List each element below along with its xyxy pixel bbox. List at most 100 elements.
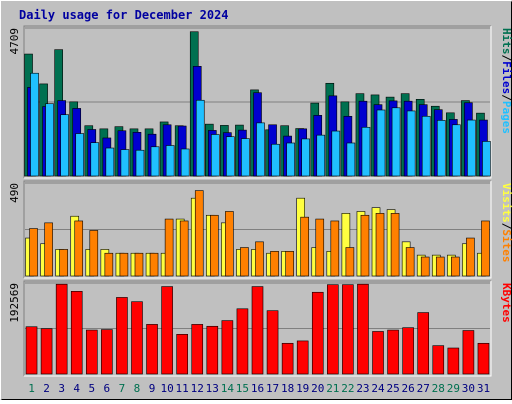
bar-pages-day-10 [165, 145, 175, 177]
bar-pages-day-25 [391, 107, 401, 177]
bar-kbytes-day-11 [176, 334, 188, 375]
bar-sites-day-2 [44, 222, 53, 277]
x-tick-label-18: 18 [281, 382, 294, 395]
legend-label: Visits [500, 183, 512, 223]
panel-border-dark [23, 25, 491, 178]
bar-sites-day-12 [194, 190, 204, 277]
bar-sites-day-14 [225, 211, 234, 277]
bar-kbytes-day-9 [146, 324, 158, 375]
bar-pages-day-3 [60, 114, 69, 177]
series-legend: Hits/Files/Pages [500, 28, 512, 134]
bar-kbytes-day-10 [161, 286, 173, 375]
y-max-label: 490 [8, 183, 21, 203]
x-tick-label-25: 25 [386, 382, 399, 395]
bar-sites-day-8 [134, 252, 144, 277]
bar-kbytes-day-21 [327, 284, 339, 375]
bar-sites-day-30 [466, 237, 475, 277]
bar-sites-day-11 [179, 220, 189, 277]
series-legend: KBytes [500, 283, 512, 323]
bar-kbytes-day-22 [342, 284, 354, 375]
x-tick-label-24: 24 [371, 382, 385, 395]
bar-pages-day-27 [421, 115, 431, 177]
y-max-label: 4709 [8, 28, 21, 55]
bar-kbytes-day-25 [387, 329, 399, 375]
bar-pages-day-11 [180, 148, 190, 177]
bar-pages-day-19 [301, 138, 310, 177]
x-tick-label-2: 2 [43, 382, 50, 395]
x-tick-label-30: 30 [462, 382, 475, 395]
bar-sites-day-3 [59, 249, 68, 277]
bar-kbytes-day-27 [417, 312, 430, 375]
bar-pages-day-22 [346, 142, 356, 177]
bar-sites-day-7 [119, 252, 129, 277]
bar-kbytes-day-5 [85, 329, 98, 375]
bar-sites-day-29 [451, 256, 460, 277]
x-tick-label-8: 8 [134, 382, 141, 395]
bar-sites-day-28 [435, 256, 445, 277]
bar-pages-day-5 [90, 142, 100, 177]
bar-sites-day-19 [300, 216, 309, 277]
bar-kbytes-day-26 [402, 327, 414, 375]
bar-sites-day-17 [270, 251, 279, 277]
bar-pages-day-4 [75, 133, 85, 177]
bar-pages-day-28 [436, 120, 446, 177]
panel-border-dark [23, 280, 491, 376]
bar-kbytes-day-16 [251, 286, 264, 375]
bar-pages-day-31 [482, 141, 491, 177]
panel-border-light [24, 26, 492, 179]
bar-pages-day-13 [211, 134, 220, 177]
bar-kbytes-day-4 [70, 291, 83, 375]
chart-title: Daily usage for December 2024 [19, 8, 229, 22]
x-tick-label-19: 19 [296, 382, 309, 395]
bar-pages-day-2 [45, 103, 54, 177]
panel-border-dark [23, 180, 491, 278]
bar-kbytes-day-20 [311, 291, 324, 375]
bar-pages-day-9 [150, 146, 160, 177]
bar-kbytes-day-24 [372, 331, 384, 375]
bar-sites-day-26 [405, 247, 415, 277]
x-tick-label-5: 5 [88, 382, 95, 395]
x-tick-label-3: 3 [58, 382, 65, 395]
bar-sites-day-23 [360, 214, 370, 277]
x-tick-label-16: 16 [251, 382, 264, 395]
bar-sites-day-15 [240, 247, 249, 277]
bar-sites-day-10 [164, 218, 174, 277]
bar-pages-day-16 [256, 122, 265, 177]
x-tick-label-15: 15 [236, 382, 249, 395]
x-tick-label-31: 31 [477, 382, 490, 395]
x-tick-label-11: 11 [176, 382, 189, 395]
bar-sites-day-16 [255, 241, 264, 277]
bar-kbytes-day-2 [40, 328, 53, 375]
bar-sites-day-20 [315, 218, 325, 277]
bar-sites-day-25 [390, 213, 400, 277]
bar-pages-day-17 [271, 143, 280, 177]
x-tick-label-26: 26 [402, 382, 415, 395]
bar-pages-day-23 [361, 126, 371, 177]
bar-kbytes-day-23 [357, 283, 369, 375]
bar-pages-day-7 [120, 149, 130, 177]
bar-pages-day-29 [452, 124, 461, 177]
x-tick-label-27: 27 [417, 382, 430, 395]
bar-kbytes-day-13 [206, 325, 219, 375]
bar-sites-day-9 [149, 252, 159, 277]
x-tick-label-17: 17 [266, 382, 279, 395]
x-tick-label-21: 21 [326, 382, 339, 395]
bar-pages-day-8 [135, 149, 145, 177]
bar-kbytes-day-18 [281, 342, 294, 375]
bar-kbytes-day-3 [55, 283, 68, 375]
bar-kbytes-day-1 [25, 326, 38, 375]
x-tick-label-9: 9 [149, 382, 156, 395]
legend-label: / [500, 223, 512, 230]
bar-sites-day-22 [345, 247, 355, 277]
bar-pages-day-21 [331, 130, 341, 177]
x-tick-label-12: 12 [191, 382, 204, 395]
bar-sites-day-24 [375, 213, 385, 277]
bar-sites-day-1 [29, 228, 38, 277]
bar-kbytes-day-30 [462, 330, 475, 375]
bar-sites-day-31 [481, 220, 490, 277]
bar-sites-day-6 [104, 252, 114, 277]
x-tick-label-20: 20 [311, 382, 324, 395]
bar-kbytes-day-29 [447, 347, 460, 375]
bar-kbytes-day-19 [296, 340, 309, 375]
